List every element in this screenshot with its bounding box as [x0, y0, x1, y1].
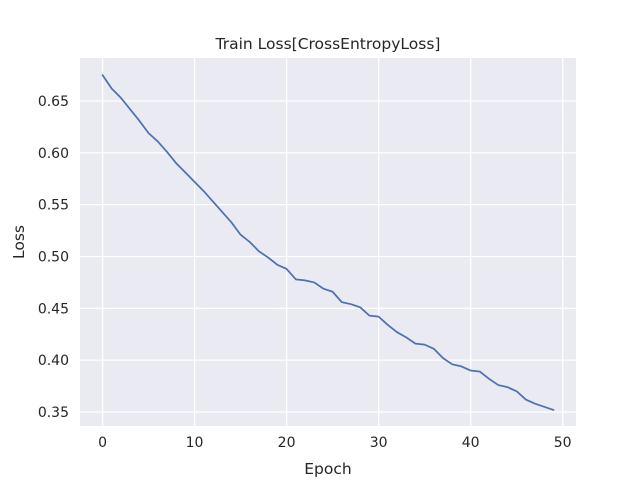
x-tick-label: 0: [98, 435, 107, 451]
x-tick-label: 40: [462, 435, 480, 451]
series-layer: [101, 74, 555, 411]
y-tick-label: 0.35: [38, 405, 69, 421]
y-tick-label: 0.50: [38, 250, 69, 266]
x-axis-label: Epoch: [304, 460, 351, 478]
y-tick-label: 0.65: [38, 94, 69, 110]
y-axis-label: Loss: [10, 225, 28, 259]
grid-lines: [80, 58, 576, 426]
y-tick-label: 0.40: [38, 353, 69, 369]
tick-labels: 0 10 20 30 40 50 0.35 0.40 0.45 0.50 0.55 0.60 0.65: [38, 94, 572, 451]
plot-area: [80, 58, 576, 426]
chart-title: Train Loss[CrossEntropyLoss]: [215, 35, 441, 53]
y-tick-label: 0.55: [38, 198, 69, 214]
y-tick-label: 0.45: [38, 301, 69, 317]
x-tick-label: 50: [554, 435, 572, 451]
x-tick-label: 20: [278, 435, 296, 451]
x-tick-label: 30: [370, 435, 388, 451]
x-tick-label: 10: [186, 435, 204, 451]
loss-line: [101, 74, 555, 411]
y-tick-label: 0.60: [38, 146, 69, 162]
